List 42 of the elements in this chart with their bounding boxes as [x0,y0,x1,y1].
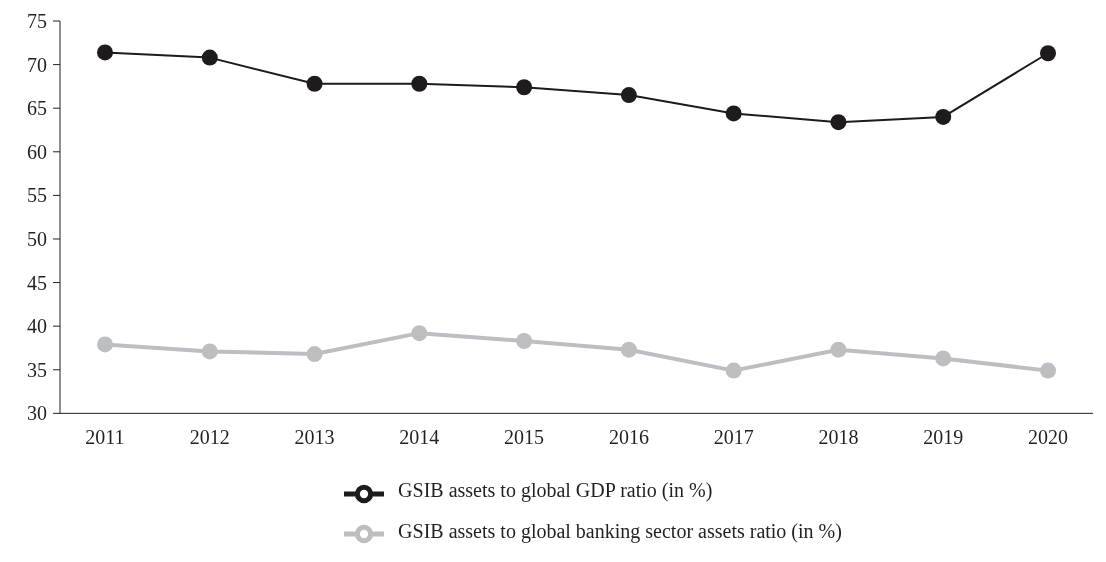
x-tick-label: 2013 [294,425,335,448]
point [97,336,113,353]
point [620,87,637,104]
y-tick-label: 60 [27,140,47,163]
x-tick-label: 2020 [1028,425,1068,448]
point [725,105,742,122]
point [201,49,218,66]
point [306,75,323,92]
y-tick-label: 40 [27,315,47,338]
point [620,341,637,358]
x-tick-label: 2011 [85,425,125,448]
y-tick-label: 35 [27,358,47,381]
x-tick-label: 2017 [713,425,754,448]
x-tick-label: 2019 [923,425,964,448]
point [725,362,742,379]
point [516,332,533,349]
point [830,114,847,131]
x-tick-label: 2015 [504,425,545,448]
y-tick-label: 30 [27,402,47,425]
legend-label: GSIB assets to global GDP ratio (in %) [398,479,713,502]
point [935,108,952,125]
point [516,79,533,96]
y-tick-label: 75 [27,10,47,33]
point [1040,362,1056,379]
y-tick-label: 65 [27,97,47,120]
y-tick-label: 70 [27,53,47,76]
legend-label: GSIB assets to global banking sector assets ratio (in %) [398,519,842,542]
y-tick-label: 45 [27,271,47,294]
x-tick-label: 2014 [399,425,440,448]
x-tick-label: 2016 [608,425,649,448]
x-tick-label: 2018 [818,425,859,448]
point [201,343,218,360]
point [411,325,428,342]
point [97,44,113,61]
point [411,75,428,92]
point [1040,45,1056,62]
point [935,350,952,367]
point [830,341,847,358]
point [306,346,323,363]
y-tick-label: 55 [27,184,47,207]
y-tick-label: 50 [27,228,47,251]
x-tick-label: 2012 [189,425,230,448]
